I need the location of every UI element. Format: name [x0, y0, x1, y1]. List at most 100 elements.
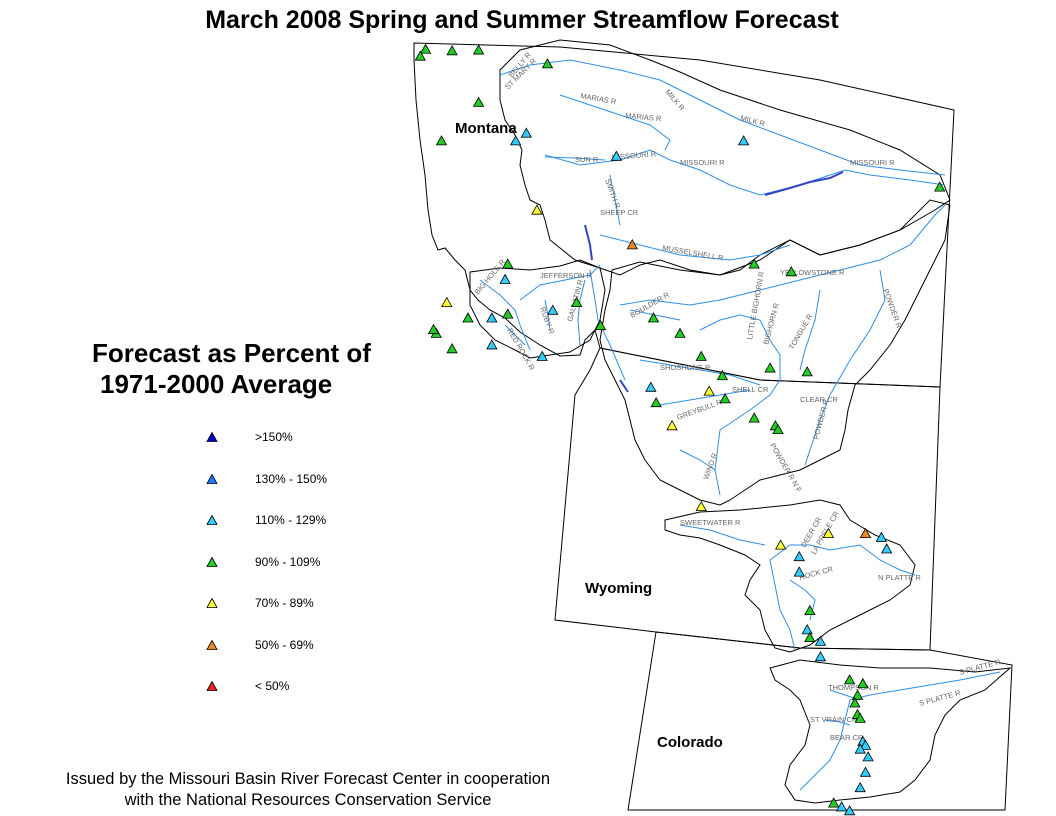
river-label: S PLATTE R — [958, 657, 1002, 677]
river-label: BOULDER R — [629, 290, 672, 320]
river-missouri — [544, 149, 946, 196]
river-bighorn — [699, 314, 781, 471]
river-south-platte — [799, 671, 1001, 791]
legend-swatch — [206, 431, 218, 442]
legend-label: 50% - 69% — [255, 637, 314, 652]
gauge-marker — [785, 265, 797, 277]
gauge-marker — [695, 350, 707, 361]
river-label: MISSOURI R — [850, 158, 895, 167]
reservoirs — [584, 171, 844, 393]
gauge-marker — [674, 327, 686, 338]
legend-swatch — [206, 680, 218, 691]
river-smith — [609, 174, 621, 226]
credit-line-2: with the National Resources Conservation… — [124, 791, 492, 809]
river-st-vrain — [824, 719, 851, 726]
gauge-marker — [854, 781, 866, 793]
river-label: RED ROCK R — [505, 327, 537, 373]
legend-label: >150% — [255, 430, 293, 444]
gauge-marker — [446, 44, 458, 56]
gauge-marker — [502, 258, 514, 269]
gauge-marker — [804, 604, 816, 615]
legend-label: 90% - 109% — [255, 554, 321, 569]
gauge-marker — [441, 296, 453, 308]
river-label: LITTLE BIGHORN R — [745, 270, 766, 340]
triangle-icon — [206, 680, 218, 691]
river-label: BIG HOLE R — [473, 257, 508, 296]
gauge-marker — [793, 566, 805, 577]
gauge-marker — [520, 127, 532, 138]
triangle-icon — [206, 473, 218, 484]
river-label: BIGHORN R — [761, 302, 781, 346]
gauge-marker — [854, 743, 866, 754]
gauge-marker — [875, 531, 888, 542]
gauge-marker — [881, 543, 893, 554]
river-marias — [559, 94, 671, 151]
gauge-marker — [531, 204, 543, 215]
triangle-icon — [206, 431, 218, 442]
river-milk — [499, 59, 946, 176]
gauge-marker — [934, 181, 946, 192]
legend-swatch — [206, 639, 218, 650]
river-label: MISSOURI R — [680, 158, 725, 167]
legend-swatch — [206, 514, 218, 525]
river-label: POWDER R N F — [768, 442, 804, 495]
river-sun — [544, 156, 606, 161]
gauge-marker — [859, 766, 872, 777]
river-label: MILK R — [739, 113, 766, 128]
credit-line-1: Issued by the Missouri Basin River Forec… — [65, 770, 551, 788]
river-greybull — [659, 389, 751, 406]
gauge-marker — [626, 239, 638, 250]
legend-heading-line1: Forecast as Percent of — [92, 338, 371, 368]
gauge-marker — [828, 797, 840, 808]
basin-outlines — [469, 39, 1012, 804]
state-label-wyoming: Wyoming — [585, 580, 653, 597]
gauge-marker — [857, 677, 869, 689]
gauge-marker — [499, 273, 511, 284]
gauge-marker — [650, 396, 662, 408]
river-label: ROCK CR — [798, 564, 834, 582]
gauge-marker — [666, 419, 678, 431]
gauge-marker — [804, 631, 816, 642]
gauge-marker — [446, 342, 458, 354]
forecast-points — [414, 43, 946, 816]
gauge-marker — [486, 312, 498, 323]
gauge-marker — [849, 697, 861, 708]
gauge-marker — [610, 150, 623, 161]
reservoir-fort-peck — [764, 171, 844, 196]
river-jefferson — [519, 264, 601, 301]
river-sweetwater — [679, 524, 766, 546]
river-label: SMITH R — [603, 178, 622, 211]
gauge-marker — [843, 674, 856, 685]
legend-label: 110% - 129% — [255, 513, 327, 527]
river-wind — [679, 449, 721, 496]
gauge-marker — [859, 527, 872, 538]
state-label-montana: Montana — [455, 120, 517, 137]
river-label: MARIAS R — [580, 91, 618, 106]
reservoir-canyon-ferry — [584, 224, 593, 261]
gauge-marker — [472, 96, 485, 107]
gauge-marker — [822, 527, 835, 538]
gauge-marker — [851, 689, 864, 700]
river-label: POWDER R — [881, 288, 904, 330]
gauge-marker — [547, 304, 559, 315]
river-label: SHOSHONE R — [660, 363, 711, 372]
river-label: WIND R — [701, 451, 719, 480]
gauge-marker — [703, 385, 715, 396]
triangle-icon — [206, 556, 218, 567]
gauge-marker — [719, 393, 731, 404]
gauge-marker — [472, 44, 485, 55]
river-network — [479, 59, 1001, 791]
triangle-icon — [206, 639, 218, 650]
gauge-marker — [419, 43, 432, 54]
legend-swatch — [206, 473, 218, 484]
river-yellowstone — [619, 204, 946, 306]
gauge-marker — [764, 362, 776, 373]
gauge-marker — [435, 135, 448, 146]
river-ruby — [544, 299, 551, 331]
basin-south-platte — [769, 659, 1012, 804]
river-powder — [804, 269, 886, 466]
legend-label: 130% - 150% — [255, 471, 328, 486]
